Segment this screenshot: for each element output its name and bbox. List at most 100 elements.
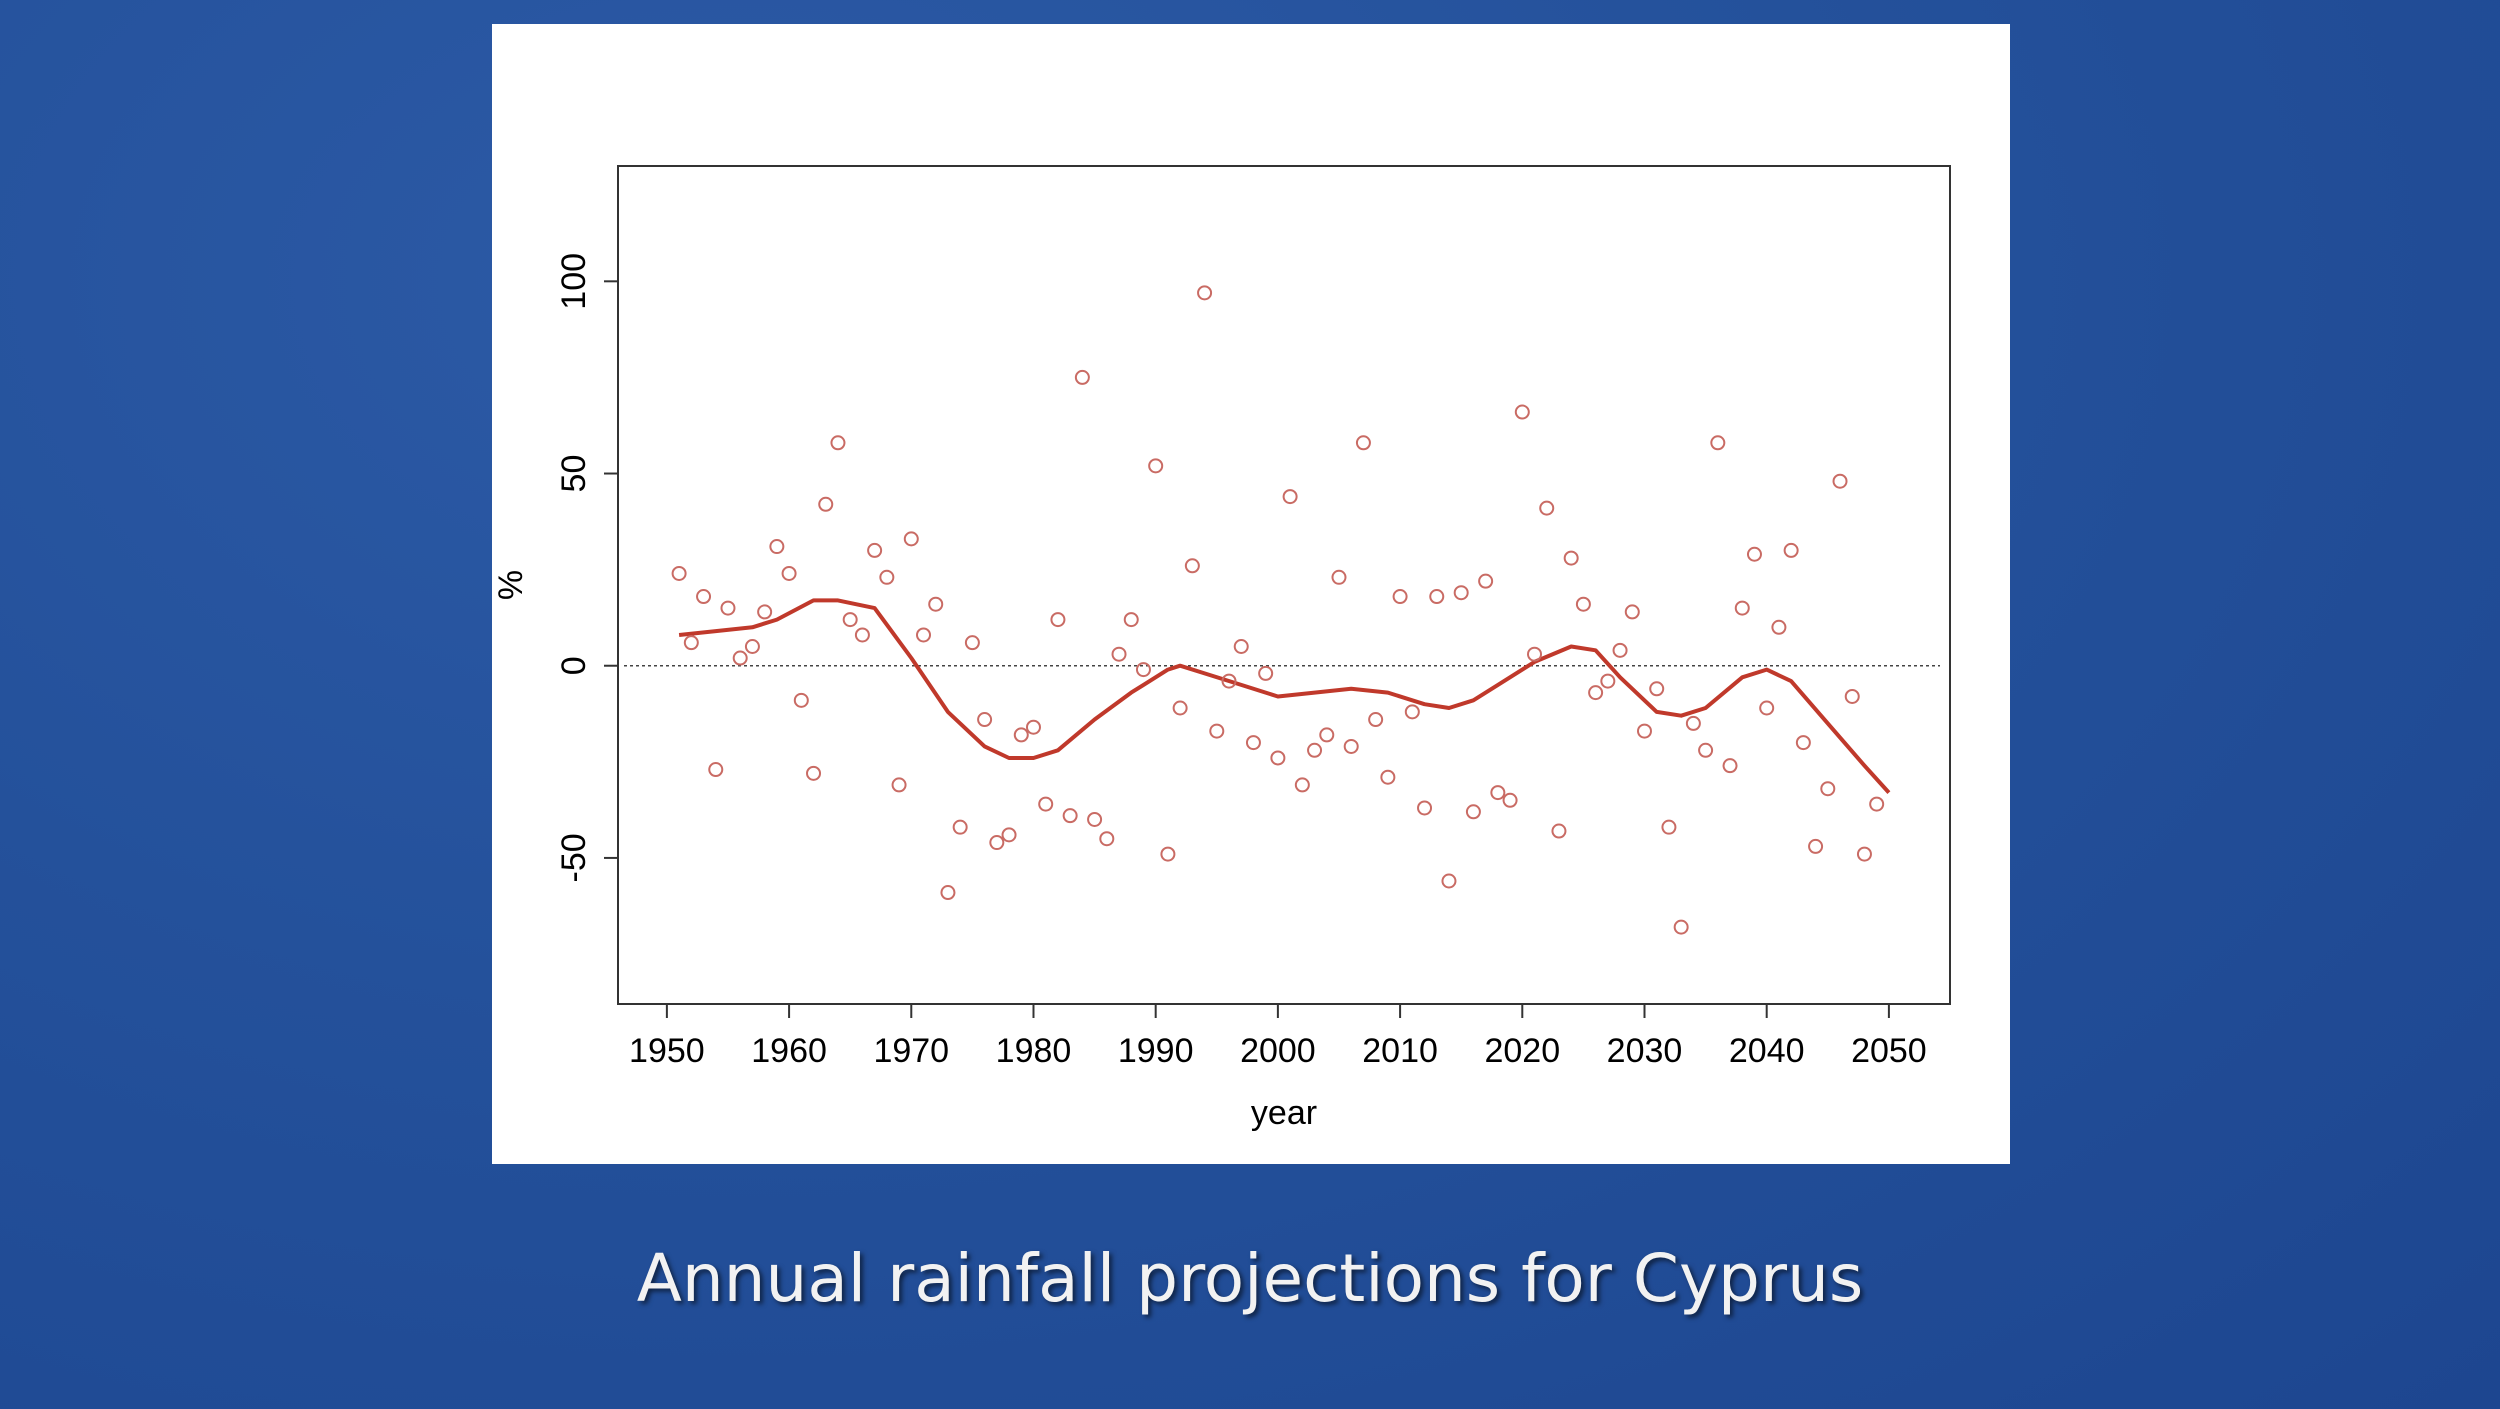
data-point — [1588, 685, 1604, 701]
x-axis: 1950 1960 1970 1980 1990 2000 2010 2020 2030 2040… — [629, 1004, 1927, 1070]
y-tick-label: -50 — [555, 833, 593, 882]
data-point — [1685, 715, 1701, 731]
data-point — [708, 762, 724, 778]
data-point — [1319, 727, 1335, 743]
data-point — [964, 635, 980, 651]
x-tick-label: 1990 — [1118, 1032, 1194, 1070]
data-point — [683, 635, 699, 651]
data-point — [1771, 619, 1787, 635]
data-point — [1050, 612, 1066, 628]
data-point — [1649, 681, 1665, 697]
data-point — [818, 496, 834, 512]
x-tick-label: 2040 — [1729, 1032, 1805, 1070]
data-point — [867, 542, 883, 558]
data-point — [769, 539, 785, 555]
data-point — [1539, 500, 1555, 516]
smooth-trend-line — [678, 598, 1891, 794]
data-point — [1270, 750, 1286, 766]
data-point — [757, 604, 773, 620]
data-point — [1038, 796, 1054, 812]
data-point — [1135, 662, 1151, 678]
data-point — [1245, 735, 1261, 751]
data-point — [1612, 642, 1628, 658]
data-point — [806, 765, 822, 781]
data-point — [916, 627, 932, 643]
y-tick-label: 50 — [555, 455, 593, 493]
data-point — [1294, 777, 1310, 793]
data-point — [1490, 785, 1506, 801]
data-points — [671, 285, 1885, 935]
data-point — [1808, 838, 1824, 854]
data-point — [940, 885, 956, 901]
data-point — [1600, 673, 1616, 689]
data-point — [1331, 569, 1347, 585]
rainfall-chart: 1950 1960 1970 1980 1990 2000 2010 2020 2030 2040… — [492, 165, 1951, 1132]
x-tick-label: 2050 — [1851, 1032, 1927, 1070]
data-point — [1856, 846, 1872, 862]
data-point — [891, 777, 907, 793]
data-point — [1123, 612, 1139, 628]
data-point — [1184, 558, 1200, 574]
data-point — [1673, 919, 1689, 935]
data-point — [1722, 758, 1738, 774]
data-point — [1820, 781, 1836, 797]
data-point — [1624, 604, 1640, 620]
data-point — [781, 565, 797, 581]
data-point — [1795, 735, 1811, 751]
data-point — [1832, 473, 1848, 489]
data-point — [989, 835, 1005, 851]
data-point — [1404, 704, 1420, 720]
x-tick-label: 1970 — [873, 1032, 949, 1070]
data-point — [1013, 727, 1029, 743]
data-point — [1148, 458, 1164, 474]
data-point — [1698, 742, 1714, 758]
x-tick-label: 2020 — [1484, 1032, 1560, 1070]
data-point — [744, 639, 760, 655]
data-point — [903, 531, 919, 547]
data-point — [1783, 542, 1799, 558]
data-point — [1759, 700, 1775, 716]
data-point — [1062, 808, 1078, 824]
data-point — [1355, 435, 1371, 451]
x-tick-label: 1980 — [996, 1032, 1072, 1070]
data-point — [1734, 600, 1750, 616]
data-point — [1087, 811, 1103, 827]
y-axis-label: % — [492, 570, 530, 600]
data-point — [1869, 796, 1885, 812]
data-point — [696, 589, 712, 605]
x-tick-label: 2000 — [1240, 1032, 1316, 1070]
data-point — [1661, 819, 1677, 835]
data-point — [1453, 585, 1469, 601]
data-point — [671, 565, 687, 581]
data-point — [1233, 639, 1249, 655]
data-point — [1527, 646, 1543, 662]
y-tick-label: 0 — [555, 656, 593, 675]
data-point — [1575, 596, 1591, 612]
data-point — [793, 692, 809, 708]
data-point — [1710, 435, 1726, 451]
data-point — [1563, 550, 1579, 566]
data-point — [1343, 738, 1359, 754]
data-point — [1025, 719, 1041, 735]
data-point — [1441, 873, 1457, 889]
data-point — [1380, 769, 1396, 785]
data-point — [1478, 573, 1494, 589]
y-axis: -50 0 50 100 — [555, 253, 618, 882]
data-point — [1417, 800, 1433, 816]
data-point — [1514, 404, 1530, 420]
data-point — [1551, 823, 1567, 839]
x-tick-label: 1950 — [629, 1032, 705, 1070]
data-point — [854, 627, 870, 643]
data-point — [928, 596, 944, 612]
data-point — [1844, 688, 1860, 704]
data-point — [952, 819, 968, 835]
data-point — [1221, 673, 1237, 689]
data-point — [830, 435, 846, 451]
data-point — [1160, 846, 1176, 862]
x-axis-label: year — [1251, 1094, 1317, 1132]
data-point — [1099, 831, 1115, 847]
x-tick-label: 1960 — [751, 1032, 827, 1070]
data-point — [879, 569, 895, 585]
data-point — [1209, 723, 1225, 739]
